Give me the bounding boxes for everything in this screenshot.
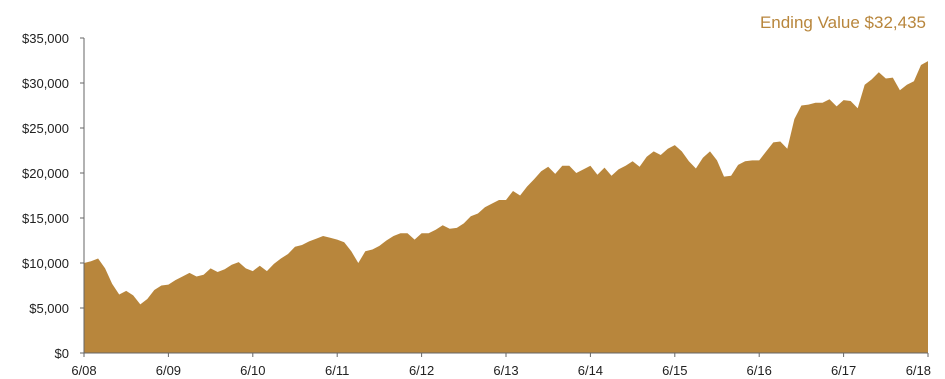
y-tick-label: $0 <box>55 346 69 361</box>
y-tick-label: $20,000 <box>22 166 69 181</box>
ending-value-label: Ending Value $32,435 <box>760 13 926 32</box>
y-tick-label: $10,000 <box>22 256 69 271</box>
x-tick-label: 6/18 <box>906 363 931 378</box>
y-tick-label: $35,000 <box>22 31 69 46</box>
x-tick-label: 6/09 <box>156 363 181 378</box>
x-tick-label: 6/08 <box>71 363 96 378</box>
x-axis-ticks: 6/08 6/09 6/10 6/11 6/12 6/13 6/14 6/15 6/16 6/17… <box>71 353 931 378</box>
y-tick-label: $5,000 <box>29 301 69 316</box>
x-tick-label: 6/10 <box>240 363 265 378</box>
plot-area <box>84 61 928 353</box>
x-tick-label: 6/15 <box>662 363 687 378</box>
y-axis-ticks: $0 $5,000 $10,000 $15,000 $20,000 $25,000 $30,… <box>22 31 84 361</box>
series-area <box>84 61 928 353</box>
y-tick-label: $15,000 <box>22 211 69 226</box>
x-tick-label: 6/16 <box>747 363 772 378</box>
x-tick-label: 6/17 <box>831 363 856 378</box>
x-tick-label: 6/11 <box>325 363 349 378</box>
x-tick-label: 6/14 <box>578 363 603 378</box>
y-tick-label: $25,000 <box>22 121 69 136</box>
y-tick-label: $30,000 <box>22 76 69 91</box>
x-tick-label: 6/12 <box>409 363 434 378</box>
x-tick-label: 6/13 <box>493 363 518 378</box>
